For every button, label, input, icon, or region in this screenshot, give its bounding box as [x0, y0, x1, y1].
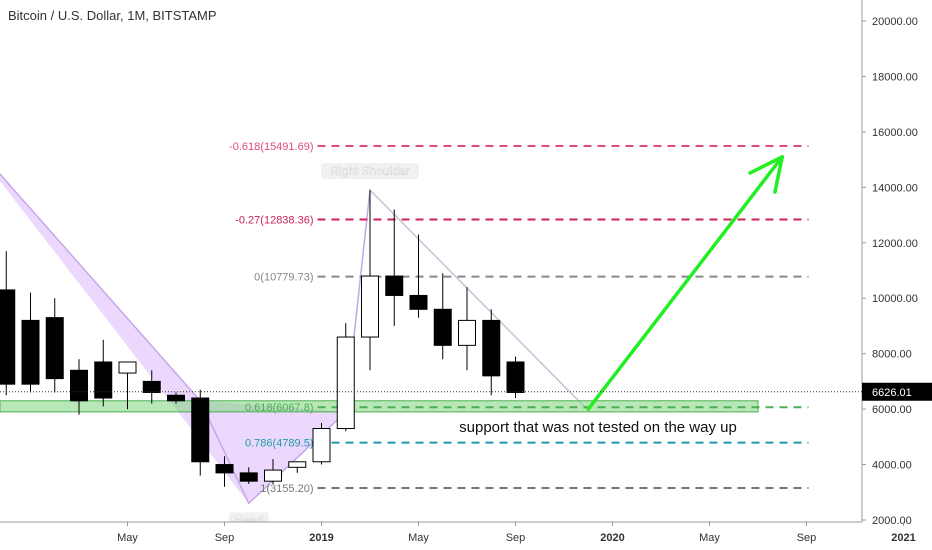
- candle-body[interactable]: [118, 361, 137, 374]
- time-tick-label: May: [117, 532, 138, 544]
- time-tick-label: Sep: [215, 532, 235, 544]
- candle-body[interactable]: [336, 336, 355, 430]
- price-tick-label: 16000.00: [872, 127, 918, 139]
- projection-arrow-head: [773, 155, 784, 194]
- candle-body[interactable]: [409, 294, 428, 310]
- time-tick-label: Sep: [506, 532, 526, 544]
- candle-body[interactable]: [482, 319, 501, 377]
- fib-level-label: 0.618(6067.8): [245, 402, 314, 414]
- price-tick-label: 20000.00: [872, 16, 918, 28]
- fib-level-label: -0.27(12838.36): [235, 215, 313, 227]
- candle-body[interactable]: [385, 275, 404, 296]
- candle-body[interactable]: [312, 428, 331, 463]
- candle-body[interactable]: [21, 319, 40, 385]
- candle-body[interactable]: [142, 380, 161, 393]
- price-tick-label: 4000.00: [872, 460, 912, 472]
- candle-body[interactable]: [94, 361, 113, 399]
- fib-level-label: 0.786(4789.5): [245, 438, 314, 450]
- price-tick-label: 2000.00: [872, 515, 912, 527]
- time-tick-label: May: [699, 532, 720, 544]
- right-shoulder-label-bg: [321, 163, 419, 180]
- right-shoulder-line: [369, 189, 589, 411]
- right-shoulder-label: Right Shoulder: [330, 164, 409, 178]
- candle-body[interactable]: [191, 397, 210, 463]
- time-tick-label: Sep: [797, 532, 817, 544]
- candle-body[interactable]: [215, 464, 234, 474]
- time-tick-label: 2020: [600, 532, 624, 544]
- support-annotation: support that was not tested on the way u…: [459, 419, 737, 436]
- fib-level-label: -0.618(15491.69): [229, 141, 313, 153]
- price-tick-label: 12000.00: [872, 238, 918, 250]
- projection-arrow-head: [748, 155, 784, 175]
- last-price-badge: [862, 382, 932, 401]
- price-tick-label: 14000.00: [872, 182, 918, 194]
- price-tick-label: 10000.00: [872, 293, 918, 305]
- fib-level-label: 1(3155.20): [260, 483, 313, 495]
- candle-body[interactable]: [433, 308, 452, 346]
- last-price-label: 6626.01: [872, 387, 912, 399]
- candle-body[interactable]: [458, 319, 476, 346]
- time-tick-label: May: [408, 532, 429, 544]
- price-tick-label: 18000.00: [872, 71, 918, 83]
- candle-body[interactable]: [264, 469, 282, 482]
- price-tick-label: 8000.00: [872, 349, 912, 361]
- left-shoulder-fill: [0, 174, 249, 504]
- time-tick-label: 2019: [309, 532, 333, 544]
- time-axis-bg: [0, 522, 932, 550]
- time-tick-label: 2021: [891, 532, 915, 544]
- candle-body[interactable]: [45, 317, 64, 380]
- candle-body[interactable]: [239, 472, 258, 482]
- price-tick-label: 6000.00: [872, 404, 912, 416]
- projection-arrow-line: [586, 155, 784, 411]
- candle-body[interactable]: [167, 394, 185, 402]
- candle-body[interactable]: [361, 275, 379, 338]
- price-axis-bg: [862, 0, 932, 550]
- candle-body[interactable]: [0, 289, 16, 385]
- candle-body[interactable]: [288, 461, 307, 468]
- chart-title: Bitcoin / U.S. Dollar, 1M, BITSTAMP: [8, 8, 217, 23]
- fib-level-label: 0(10779.73): [254, 272, 313, 284]
- candle-body[interactable]: [506, 361, 525, 393]
- candle-body[interactable]: [70, 369, 88, 402]
